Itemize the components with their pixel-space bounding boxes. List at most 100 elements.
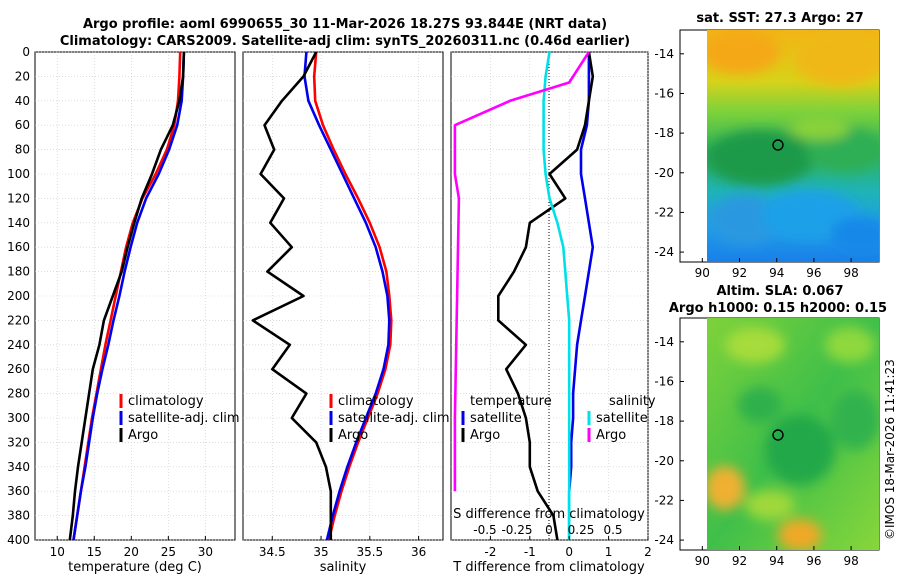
y-tick-label: 40 [15,94,30,108]
temperature-axis-label: temperature (deg C) [68,560,202,575]
x-tick-label: 25 [161,545,176,559]
y-tick-label: 220 [7,313,30,327]
series-line-satellite-adj-clim [303,51,391,541]
map-y-tick-label: -18 [654,126,674,140]
y-tick-label: 20 [15,69,30,83]
y-tick-label: 400 [7,533,30,547]
map-y-tick-label: -18 [654,414,674,428]
series-line-argo [68,51,186,541]
y-tick-label: 280 [7,387,30,401]
s-diff-tick-label: 0 [545,523,553,537]
map-x-tick-label: 90 [695,554,710,568]
x-tick-label: -1 [524,545,536,559]
y-tick-label: 340 [7,460,30,474]
y-tick-label: 140 [7,216,30,230]
x-tick-label: -2 [484,545,496,559]
sst-field [707,30,879,262]
sla-field [707,318,879,550]
salinity-panel: 34.5 35 35.5 36 salinity climatology satell… [242,51,450,575]
x-tick-label: 35.5 [356,545,383,559]
y-tick-label: 320 [7,435,30,449]
y-tick-label: 240 [7,338,30,352]
s-diff-tick-label: 0.5 [603,523,622,537]
legend-title-temperature: temperature [470,394,552,409]
s-diff-tick-label: -0.25 [501,523,532,537]
x-tick-label: 36 [411,545,426,559]
legend-label-temp-argo: Argo [470,428,500,443]
map-x-tick-label: 96 [806,266,821,280]
legend-label-satellite: satellite-adj. clim [128,411,240,426]
map-x-tick-label: 92 [732,266,747,280]
series-line-salinity-argo [453,51,590,492]
series-line-salinity-satellite [542,51,571,540]
legend-label-climatology: climatology [338,394,414,409]
y-tick-label: 60 [15,118,30,132]
legend-label-temp-satellite: satellite [470,411,522,426]
legend-title-salinity: salinity [609,394,656,409]
series-line-temperature-argo [496,51,595,541]
map-x-tick-label: 98 [843,266,858,280]
series-line-satellite-adj-clim [72,51,186,541]
sla-map-title-2: Argo h1000: 0.15 h2000: 0.15 [669,301,887,316]
map-y-tick-label: -24 [654,533,674,547]
series-line-temperature-satellite [567,52,595,540]
temperature-panel: 0 20 40 60 80 100 120 140 160 180 200 220 240 260 280 3… [7,45,240,575]
map-x-tick-label: 92 [732,554,747,568]
x-tick-label: 35 [313,545,328,559]
y-tick-label: 100 [7,167,30,181]
map-y-tick-label: -22 [654,205,674,219]
salinity-legend: climatology satellite-adj. clim Argo [329,394,450,443]
x-tick-label: 30 [198,545,213,559]
sla-argo-marker [772,429,784,441]
difference-legend: temperature salinity satellite Argo sate… [461,394,656,443]
y-tick-label: 0 [22,45,30,59]
difference-panel: -2 -1 0 1 2 S difference from climatology -0… [450,51,656,575]
map-y-tick-label: -22 [654,493,674,507]
y-tick-label: 300 [7,411,30,425]
map-y-tick-label: -20 [654,166,674,180]
y-tick-label: 260 [7,362,30,376]
s-diff-tick-label: 0.25 [568,523,595,537]
sla-map-panel: Altim. SLA: 0.067 Argo h1000: 0.15 h2000… [654,284,887,568]
map-y-tick-label: -14 [654,47,674,61]
sst-argo-marker [772,139,784,151]
map-y-tick-label: -16 [654,374,674,388]
sla-map-title-1: Altim. SLA: 0.067 [717,284,844,299]
map-x-tick-label: 90 [695,266,710,280]
x-tick-label: 20 [124,545,139,559]
legend-label-argo: Argo [338,428,368,443]
legend-label-argo: Argo [128,428,158,443]
x-tick-label: 1 [605,545,613,559]
y-tick-label: 80 [15,143,30,157]
s-difference-label: S difference from climatology [453,507,645,522]
legend-label-sal-argo: Argo [596,428,626,443]
y-tick-label: 160 [7,240,30,254]
y-tick-label: 360 [7,484,30,498]
y-tick-label: 380 [7,509,30,523]
series-line-climatology [312,51,393,541]
map-y-tick-label: -14 [654,335,674,349]
y-tick-label: 180 [7,265,30,279]
map-x-tick-label: 96 [806,554,821,568]
map-x-tick-label: 94 [769,554,784,568]
y-tick-label: 200 [7,289,30,303]
map-y-tick-label: -24 [654,245,674,259]
x-tick-label: 2 [644,545,652,559]
imos-timestamp: ©IMOS 18-Mar-2026 11:41:23 [883,359,897,540]
legend-label-climatology: climatology [128,394,204,409]
s-diff-tick-label: -0.5 [473,523,496,537]
x-tick-label: 15 [87,545,102,559]
sst-map-title: sat. SST: 27.3 Argo: 27 [696,11,863,26]
x-tick-label: 0 [565,545,573,559]
t-difference-label: T difference from climatology [452,560,645,575]
map-x-tick-label: 98 [843,554,858,568]
legend-label-satellite: satellite-adj. clim [338,411,450,426]
header-line-1: Argo profile: aoml 6990655_30 11-Mar-202… [83,17,607,32]
map-y-tick-label: -20 [654,454,674,468]
x-tick-label: 10 [50,545,65,559]
y-tick-label: 120 [7,191,30,205]
header-line-2: Climatology: CARS2009. Satellite-adj cli… [60,34,630,49]
x-tick-label: 34.5 [259,545,286,559]
temperature-legend: climatology satellite-adj. clim Argo [119,394,240,443]
